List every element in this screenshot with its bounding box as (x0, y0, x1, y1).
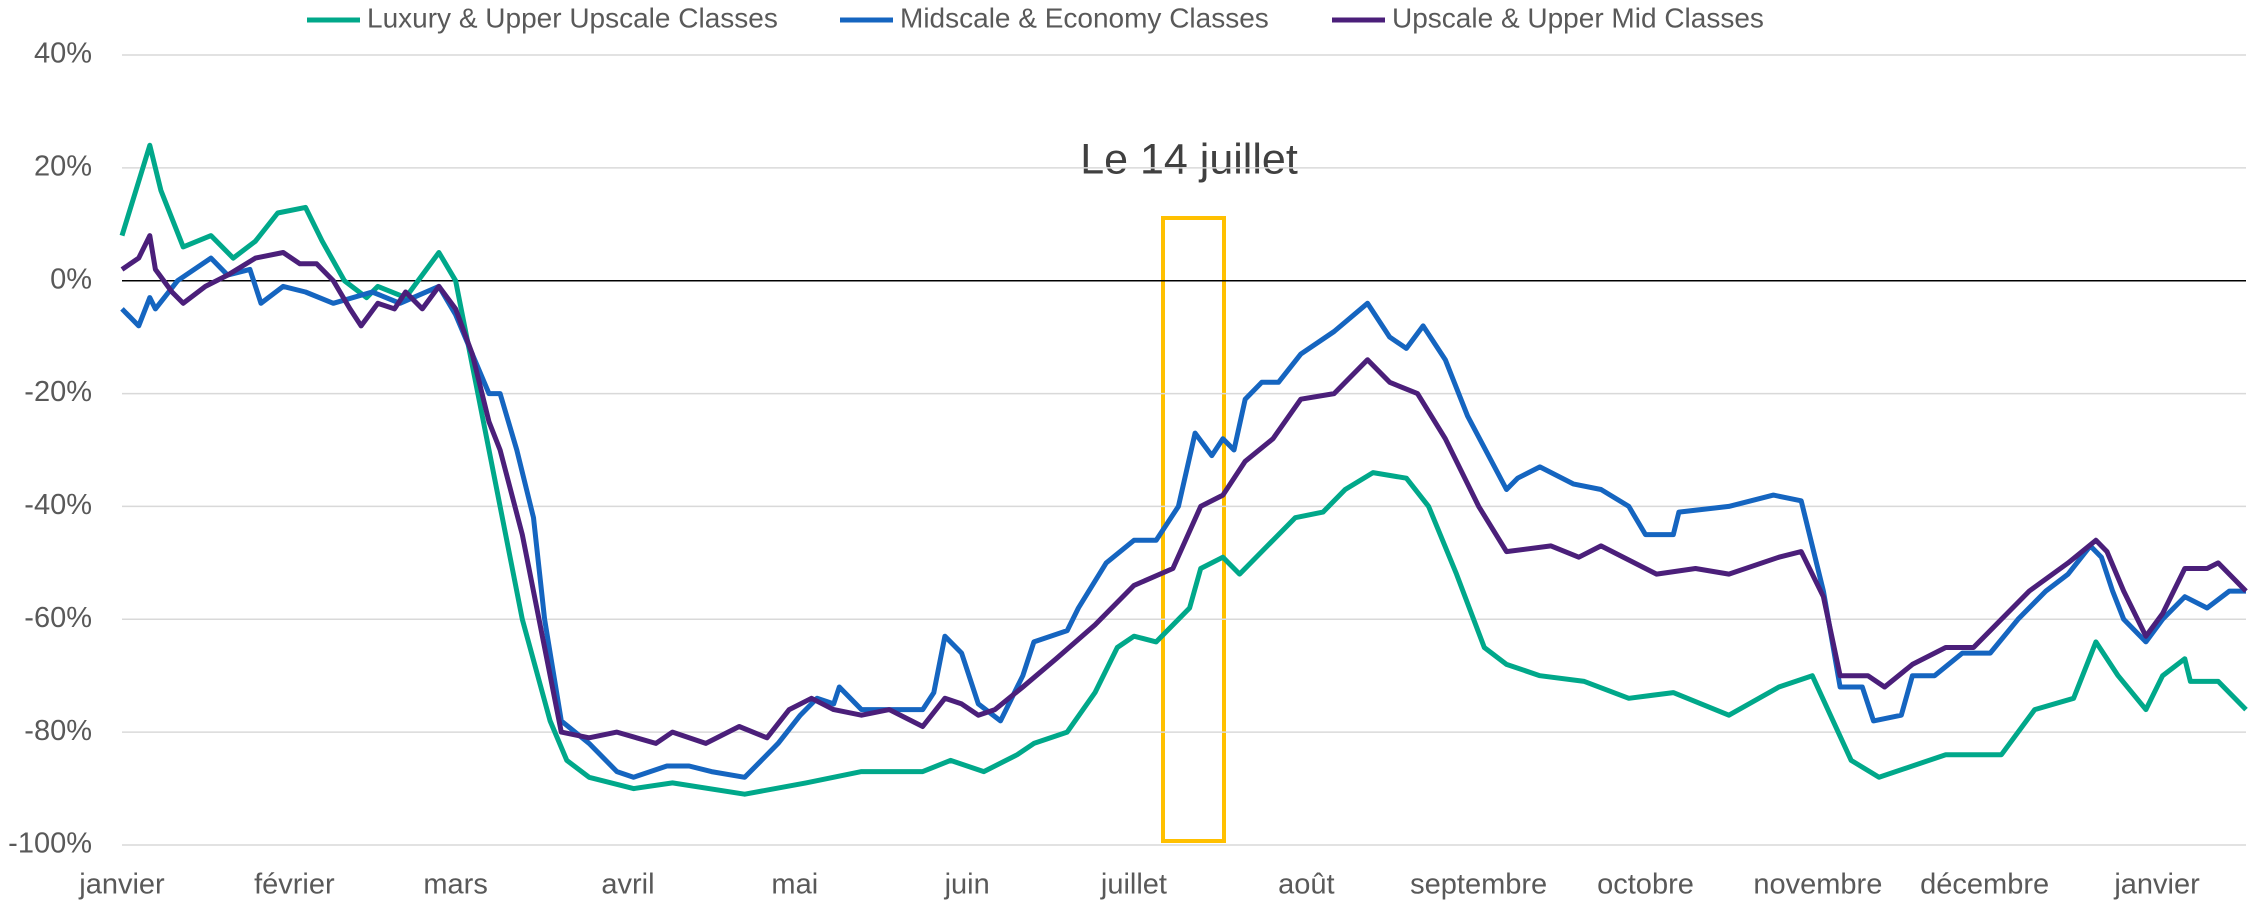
legend-label: Luxury & Upper Upscale Classes (367, 2, 778, 33)
y-tick-label: -100% (8, 828, 92, 860)
x-tick-label: mai (771, 869, 818, 901)
y-tick-label: 0% (50, 263, 92, 295)
x-tick-label: octobre (1597, 869, 1694, 901)
y-tick-label: -60% (24, 602, 92, 634)
y-tick-label: -40% (24, 489, 92, 521)
x-tick-label: novembre (1753, 869, 1882, 901)
x-tick-label: mars (423, 869, 487, 901)
y-tick-label: -80% (24, 715, 92, 747)
x-tick-label: septembre (1410, 869, 1547, 901)
x-tick-label: avril (601, 869, 654, 901)
x-tick-label: janvier (2113, 869, 2200, 901)
highlight-box (1161, 216, 1226, 843)
x-tick-label: juin (944, 869, 990, 901)
series-line (120, 255, 2246, 780)
x-tick-label: juillet (1100, 869, 1167, 901)
x-tick-label: décembre (1920, 869, 2049, 901)
series-line (120, 233, 2248, 746)
y-tick-label: 20% (34, 151, 92, 183)
legend-label: Upscale & Upper Mid Classes (1392, 2, 1764, 33)
legend-label: Midscale & Economy Classes (900, 2, 1269, 33)
x-tick-label: janvier (78, 869, 165, 901)
y-tick-label: -20% (24, 376, 92, 408)
x-tick-label: février (254, 869, 335, 901)
y-tick-label: 40% (34, 38, 92, 70)
x-tick-label: août (1278, 869, 1334, 901)
series-line (119, 142, 2248, 797)
annotation: Le 14 juillet (1080, 135, 1298, 183)
